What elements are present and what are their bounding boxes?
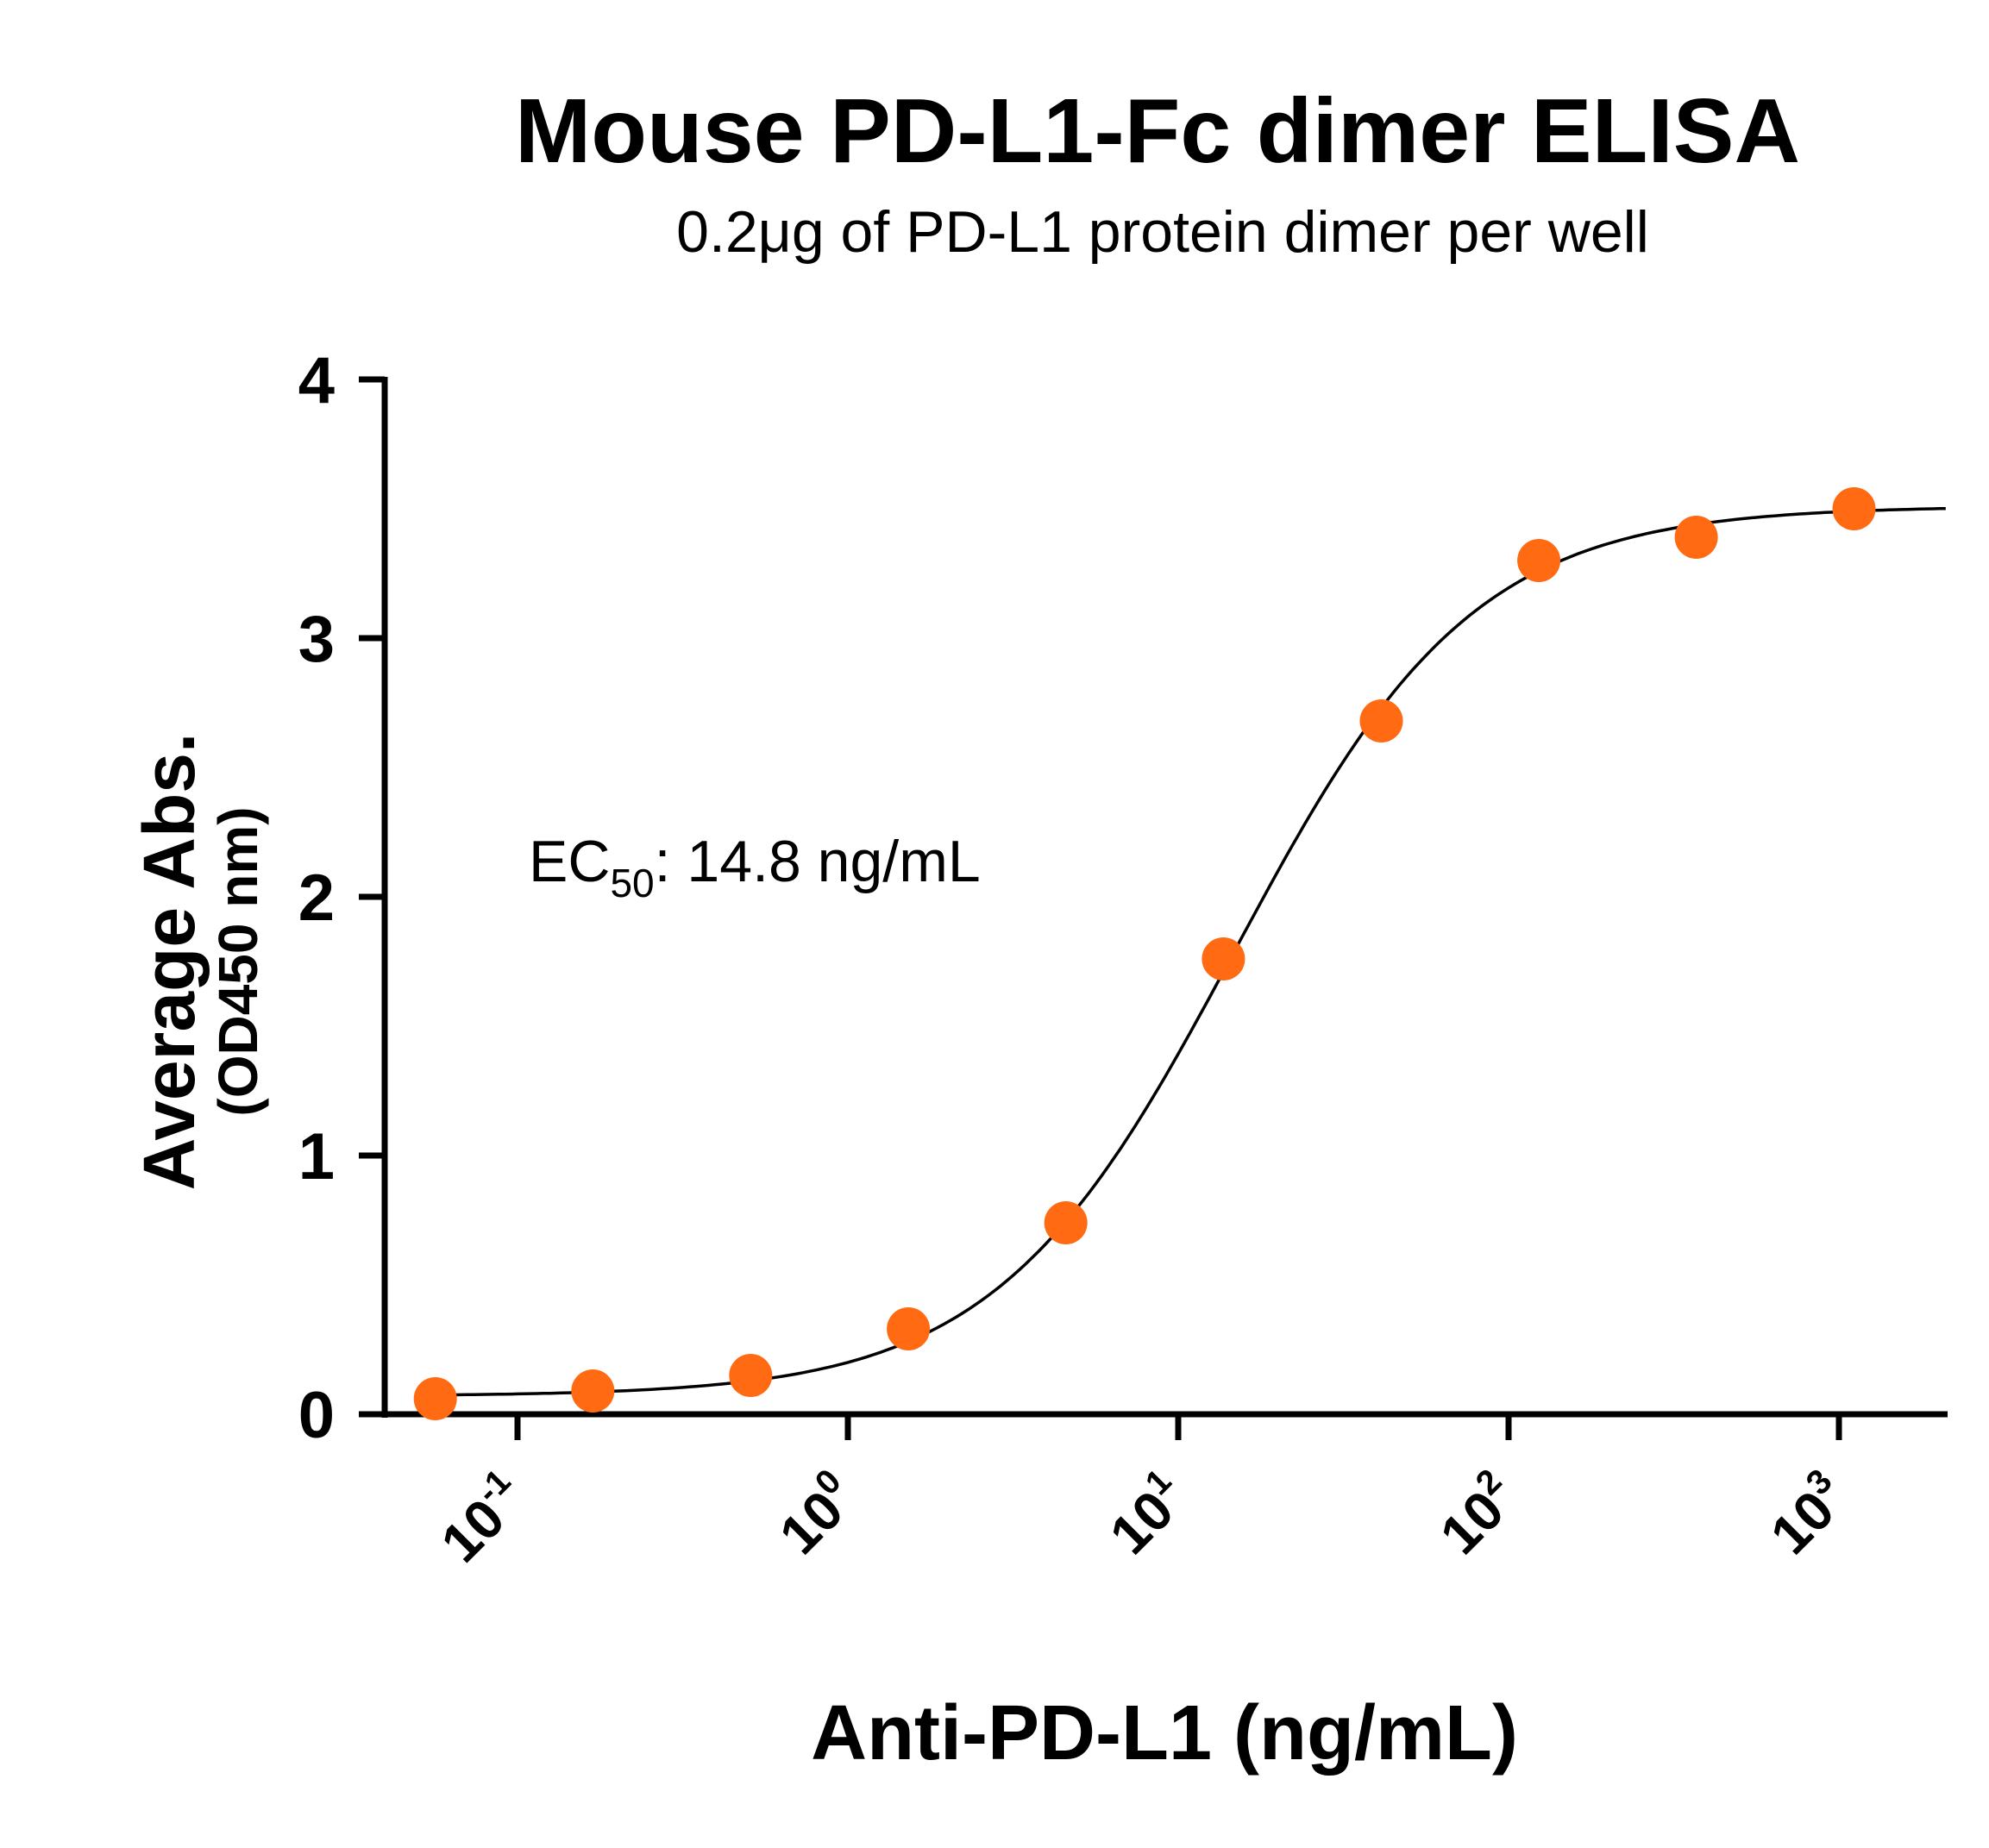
y-axis-title-line1: Average Abs.: [129, 733, 210, 1191]
data-point: [413, 1377, 457, 1420]
ec50-subscript: 50: [610, 861, 654, 905]
data-point: [1517, 539, 1561, 582]
x-tick-label: 100: [764, 1462, 869, 1566]
x-tick-label: 102: [1425, 1462, 1529, 1566]
data-point: [1359, 699, 1403, 742]
y-tick-label: 1: [298, 1120, 335, 1193]
x-tick-label: 103: [1755, 1462, 1860, 1566]
y-tick-label: 0: [298, 1379, 335, 1452]
y-tick-label: 3: [298, 603, 335, 676]
x-axis-title: Anti-PD-L1 (ng/mL): [811, 1690, 1518, 1776]
ec50-prefix: EC: [529, 829, 610, 894]
chart-subtitle: 0.2μg of PD-L1 protein dimer per well: [676, 199, 1649, 265]
fit-curve: [435, 506, 1946, 1397]
data-point: [1044, 1201, 1088, 1244]
ec50-value: : 14.8 ng/mL: [655, 829, 981, 894]
x-tick-label: 101: [1095, 1462, 1199, 1566]
data-point: [1832, 487, 1876, 530]
data-point: [1202, 937, 1245, 980]
data-point: [1674, 516, 1718, 559]
data-point: [887, 1307, 931, 1350]
y-tick-label: 4: [298, 344, 335, 417]
data-point: [571, 1369, 615, 1413]
y-axis-title-line2: (OD450 nm): [207, 806, 269, 1116]
data-point: [729, 1354, 773, 1397]
y-axis-title: Average Abs. (OD450 nm): [129, 733, 269, 1191]
chart-title: Mouse PD-L1-Fc dimer ELISA: [515, 80, 1800, 182]
plot-area: 0 1 2 3 4 10-1 100 101 102 103: [298, 344, 1948, 1574]
y-tick-label: 2: [298, 861, 335, 935]
ec50-annotation: EC50: 14.8 ng/mL: [529, 829, 981, 905]
x-tick-label: 10-1: [426, 1462, 538, 1574]
